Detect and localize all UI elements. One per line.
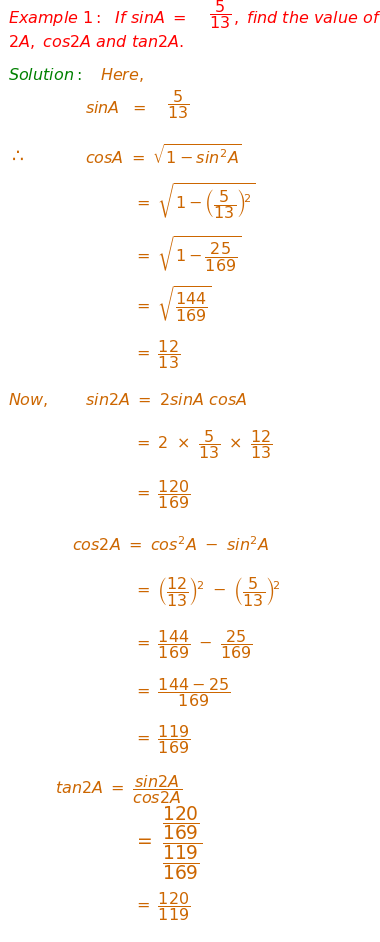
Text: $\dfrac{5}{13}$: $\dfrac{5}{13}$	[167, 89, 189, 122]
Text: $=\ \sqrt{\dfrac{144}{169}}$: $=\ \sqrt{\dfrac{144}{169}}$	[133, 285, 212, 325]
Text: $\mathit{Solution:}$: $\mathit{Solution:}$	[8, 67, 82, 83]
Text: $=\ \left(\dfrac{12}{13}\right)^{\!2}\ -\ \left(\dfrac{5}{13}\right)^{\!2}$: $=\ \left(\dfrac{12}{13}\right)^{\!2}\ -…	[133, 576, 280, 609]
Text: $\mathit{2A,\ cos2A\ and\ tan2A.}$: $\mathit{2A,\ cos2A\ and\ tan2A.}$	[8, 33, 184, 51]
Text: $=\ \dfrac{144-25}{169}$: $=\ \dfrac{144-25}{169}$	[133, 676, 230, 709]
Text: $\therefore$: $\therefore$	[8, 145, 24, 165]
Text: $\mathit{,\ find\ the\ value\ of\ sin}$: $\mathit{,\ find\ the\ value\ of\ sin}$	[233, 9, 380, 27]
Text: $=\ \sqrt{1-\dfrac{25}{169}}$: $=\ \sqrt{1-\dfrac{25}{169}}$	[133, 235, 242, 275]
Text: $cos2A\ =\ cos^{2}A\ -\ sin^{2}A$: $cos2A\ =\ cos^{2}A\ -\ sin^{2}A$	[72, 536, 269, 554]
Text: $=\ \dfrac{120}{119}$: $=\ \dfrac{120}{119}$	[133, 890, 190, 923]
Text: $=\ \dfrac{144}{169}\ -\ \dfrac{25}{169}$: $=\ \dfrac{144}{169}\ -\ \dfrac{25}{169}…	[133, 628, 253, 661]
Text: $\dfrac{5}{13}$: $\dfrac{5}{13}$	[209, 0, 231, 31]
Text: $Now,$: $Now,$	[8, 391, 48, 409]
Text: $=\ \dfrac{119}{169}$: $=\ \dfrac{119}{169}$	[133, 723, 190, 756]
Text: $\mathit{Example\ 1:\ \ If\ sinA\ =}$: $\mathit{Example\ 1:\ \ If\ sinA\ =}$	[8, 8, 186, 27]
Text: $sinA\ \ =$: $sinA\ \ =$	[85, 100, 146, 116]
Text: $=\ \dfrac{120}{169}$: $=\ \dfrac{120}{169}$	[133, 479, 190, 512]
Text: $tan2A\ =\ \dfrac{sin2A}{cos2A}$: $tan2A\ =\ \dfrac{sin2A}{cos2A}$	[55, 773, 182, 806]
Text: $\ \ sin2A\ =\ 2sinA\ cosA$: $\ \ sin2A\ =\ 2sinA\ cosA$	[75, 392, 247, 408]
Text: $\mathit{Here,}$: $\mathit{Here,}$	[100, 66, 144, 84]
Text: $=\ \sqrt{1-\left(\dfrac{5}{13}\right)^{\!2}}$: $=\ \sqrt{1-\left(\dfrac{5}{13}\right)^{…	[133, 182, 255, 222]
Text: $=\ \dfrac{12}{13}$: $=\ \dfrac{12}{13}$	[133, 338, 180, 371]
Text: $=\ \dfrac{\dfrac{120}{169}}{\dfrac{119}{169}}$: $=\ \dfrac{\dfrac{120}{169}}{\dfrac{119}…	[133, 804, 202, 882]
Text: $=\ 2\ \times\ \dfrac{5}{13}\ \times\ \dfrac{12}{13}$: $=\ 2\ \times\ \dfrac{5}{13}\ \times\ \d…	[133, 429, 273, 462]
Text: $cosA\ =\ \sqrt{1-sin^{2}A}$: $cosA\ =\ \sqrt{1-sin^{2}A}$	[85, 143, 242, 167]
